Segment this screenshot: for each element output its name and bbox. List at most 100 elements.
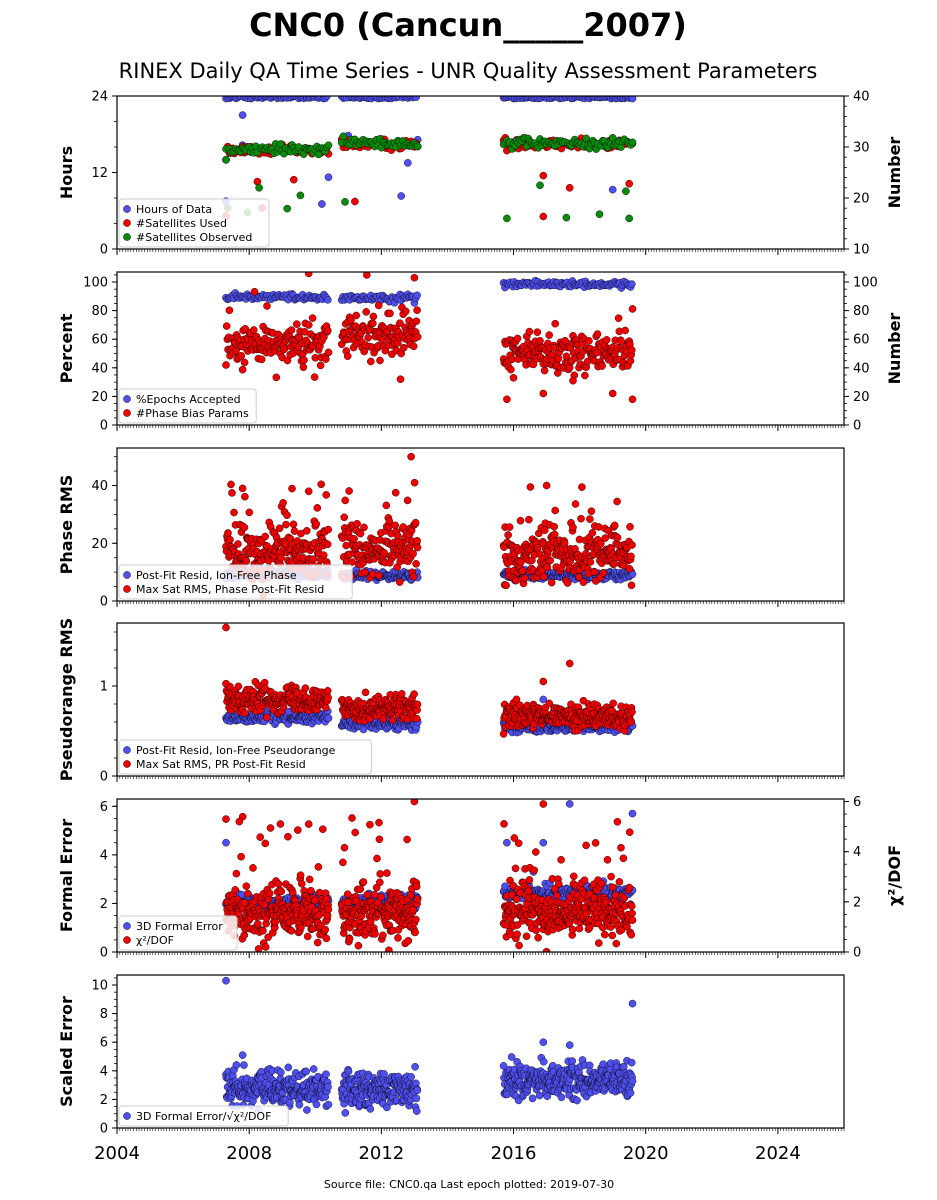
data-point <box>226 535 234 544</box>
data-point <box>413 306 421 315</box>
data-point <box>340 513 349 522</box>
data-point <box>396 319 404 328</box>
data-point <box>622 187 630 195</box>
data-point <box>341 198 349 206</box>
data-point <box>412 714 421 723</box>
data-point <box>571 500 580 508</box>
series-1 <box>222 276 636 307</box>
data-point <box>369 312 378 321</box>
data-point <box>241 709 249 717</box>
data-point <box>310 373 319 381</box>
data-point <box>356 529 365 538</box>
data-point <box>323 295 332 304</box>
data-point <box>281 539 290 548</box>
data-point <box>550 530 559 539</box>
data-point <box>382 501 391 510</box>
data-point <box>410 478 419 487</box>
y2-tick-label: 60 <box>853 333 870 348</box>
data-point <box>587 507 596 516</box>
data-point <box>283 511 291 520</box>
data-point <box>539 212 548 221</box>
data-point <box>309 555 318 564</box>
data-point <box>324 525 333 534</box>
data-point <box>283 204 292 213</box>
data-point <box>401 307 410 316</box>
data-point <box>613 497 621 506</box>
panel-4: 0 1 Pseudorange RMS Post-Fit Resid, Ion-Fre… <box>57 618 845 785</box>
data-point <box>547 578 556 587</box>
data-point <box>628 280 636 288</box>
data-point <box>525 327 534 336</box>
data-point <box>413 142 422 151</box>
data-point <box>565 183 574 192</box>
data-point <box>625 565 634 573</box>
y2-axis-label: Number <box>885 313 904 385</box>
data-point <box>224 529 232 537</box>
data-point <box>321 355 330 363</box>
data-point <box>599 569 608 577</box>
data-point <box>550 522 559 531</box>
data-point <box>225 306 234 315</box>
y-tick-label: 20 <box>91 390 108 405</box>
y2-tick-label: 40 <box>853 90 870 105</box>
data-point <box>621 326 630 335</box>
data-point <box>628 541 636 549</box>
data-point <box>262 713 271 722</box>
series-3 <box>222 132 637 223</box>
panel-3: 0 20 40 Phase RMS Post-Fit Resid, Ion-Free P… <box>57 447 845 610</box>
data-point <box>318 200 326 208</box>
data-point <box>368 319 377 328</box>
data-point <box>505 523 514 531</box>
data-point <box>586 558 595 566</box>
data-point <box>240 358 249 367</box>
data-point <box>249 326 258 334</box>
data-point <box>409 549 417 558</box>
data-point <box>628 395 637 404</box>
data-point <box>374 301 383 310</box>
y-tick-label: 0 <box>100 419 108 434</box>
data-point <box>289 175 298 184</box>
y2-tick-label: 40 <box>853 361 870 376</box>
data-point <box>245 508 254 517</box>
data-point <box>237 351 246 360</box>
data-point <box>540 572 548 581</box>
data-point <box>304 487 313 496</box>
data-point <box>222 361 230 369</box>
data-point <box>350 535 358 543</box>
data-point <box>513 334 522 343</box>
data-point <box>323 540 332 549</box>
data-point <box>409 572 418 581</box>
data-point <box>413 291 421 300</box>
data-point <box>397 192 406 200</box>
data-point <box>626 523 634 531</box>
y-axis-label: Percent <box>57 313 76 383</box>
y-tick-label: 1 <box>100 680 108 695</box>
data-point <box>257 355 266 364</box>
legend-marker <box>123 585 131 593</box>
data-point <box>610 521 619 530</box>
data-point <box>299 363 308 372</box>
data-point <box>518 567 527 575</box>
data-point <box>399 343 408 352</box>
data-point <box>597 539 605 548</box>
data-point <box>240 523 249 532</box>
data-point <box>343 352 352 361</box>
data-point <box>222 623 230 632</box>
legend-marker <box>123 205 131 213</box>
points-panel-1 <box>222 96 637 223</box>
legend-marker <box>123 233 131 241</box>
data-point <box>509 373 518 382</box>
data-point <box>563 579 572 587</box>
data-point <box>410 273 419 282</box>
data-point <box>308 314 317 322</box>
data-point <box>521 574 529 582</box>
data-point <box>613 533 622 542</box>
series-2 <box>222 272 637 404</box>
data-point <box>263 302 271 310</box>
data-point <box>375 571 383 580</box>
data-point <box>628 708 636 716</box>
y-axis-label: Pseudorange RMS <box>57 618 76 781</box>
figure-subtitle: RINEX Daily QA Time Series - UNR Quality… <box>119 59 818 83</box>
data-point <box>602 335 611 344</box>
